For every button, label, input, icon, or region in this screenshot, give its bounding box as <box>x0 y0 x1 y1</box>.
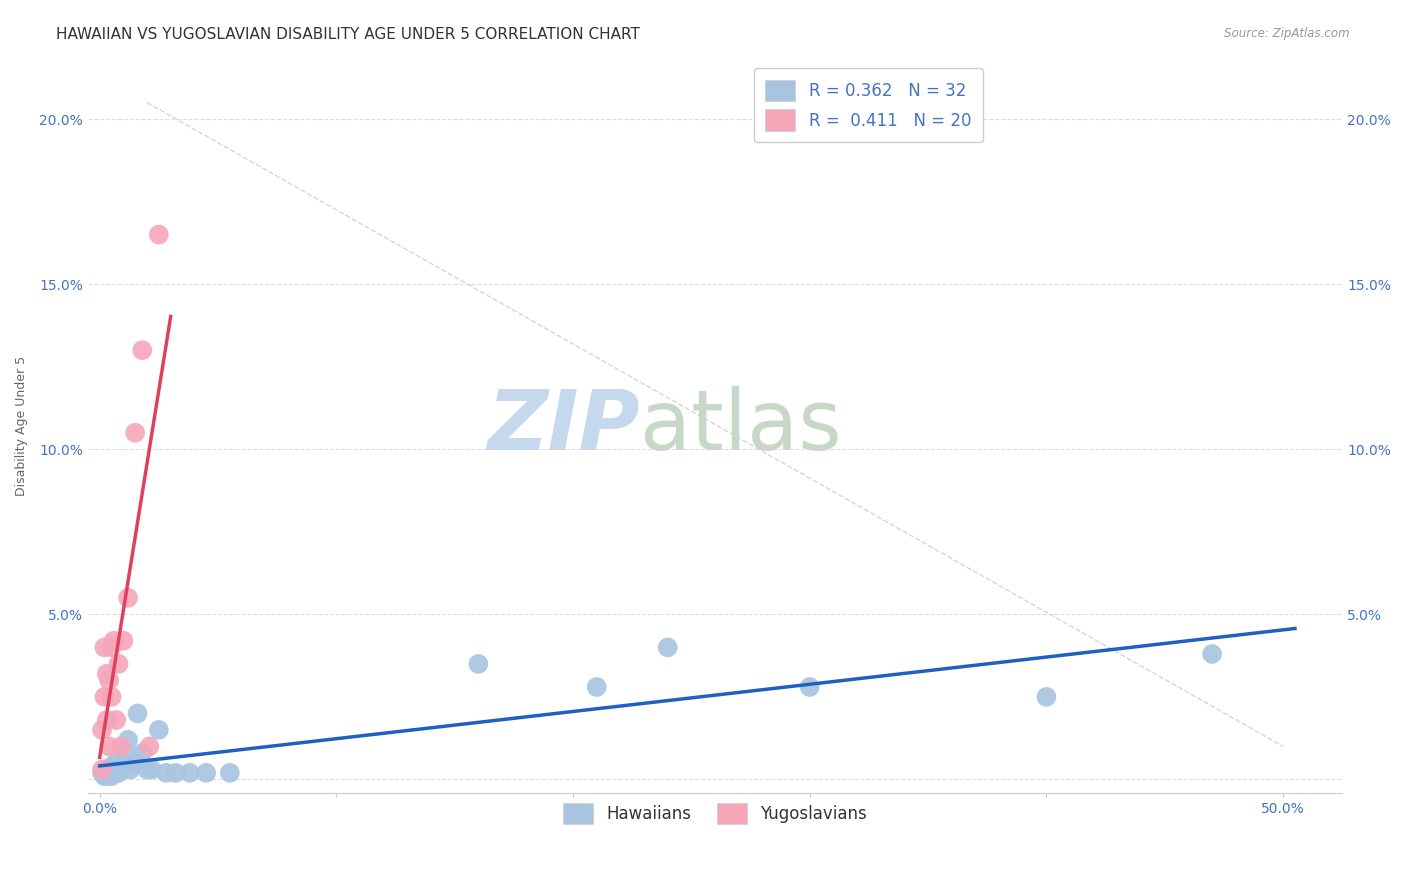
Point <box>124 425 146 440</box>
Text: atlas: atlas <box>640 385 842 467</box>
Point <box>110 739 132 754</box>
Point <box>96 769 118 783</box>
Point <box>112 759 135 773</box>
Point <box>100 769 122 783</box>
Point <box>138 739 160 754</box>
Point <box>112 633 135 648</box>
Point <box>105 713 128 727</box>
Point <box>131 746 153 760</box>
Point <box>100 640 122 655</box>
Text: Source: ZipAtlas.com: Source: ZipAtlas.com <box>1225 27 1350 40</box>
Point <box>91 763 114 777</box>
Point <box>96 763 118 777</box>
Point <box>155 765 177 780</box>
Point <box>1035 690 1057 704</box>
Point <box>96 713 118 727</box>
Point <box>114 746 136 760</box>
Point <box>120 763 142 777</box>
Point <box>136 763 159 777</box>
Point <box>117 732 139 747</box>
Point <box>110 763 132 777</box>
Point <box>117 591 139 605</box>
Point <box>91 723 114 737</box>
Point <box>107 765 129 780</box>
Point <box>105 756 128 770</box>
Point <box>93 690 115 704</box>
Point <box>218 765 240 780</box>
Point <box>107 657 129 671</box>
Point <box>1201 647 1223 661</box>
Point <box>98 739 121 754</box>
Point <box>131 343 153 358</box>
Point <box>148 227 170 242</box>
Y-axis label: Disability Age Under 5: Disability Age Under 5 <box>15 356 28 496</box>
Text: HAWAIIAN VS YUGOSLAVIAN DISABILITY AGE UNDER 5 CORRELATION CHART: HAWAIIAN VS YUGOSLAVIAN DISABILITY AGE U… <box>56 27 640 42</box>
Point <box>100 690 122 704</box>
Legend: Hawaiians, Yugoslavians: Hawaiians, Yugoslavians <box>551 791 879 836</box>
Point <box>103 763 125 777</box>
Point <box>799 680 821 694</box>
Point <box>98 765 121 780</box>
Point <box>585 680 607 694</box>
Point <box>103 633 125 648</box>
Point <box>657 640 679 655</box>
Point <box>141 763 163 777</box>
Text: ZIP: ZIP <box>486 385 640 467</box>
Point <box>93 640 115 655</box>
Point <box>96 666 118 681</box>
Point <box>179 765 201 780</box>
Point <box>91 765 114 780</box>
Point <box>195 765 218 780</box>
Point <box>93 769 115 783</box>
Point <box>467 657 489 671</box>
Point <box>100 759 122 773</box>
Point <box>127 706 149 721</box>
Point <box>148 723 170 737</box>
Point <box>165 765 187 780</box>
Point <box>98 673 121 688</box>
Point <box>124 756 146 770</box>
